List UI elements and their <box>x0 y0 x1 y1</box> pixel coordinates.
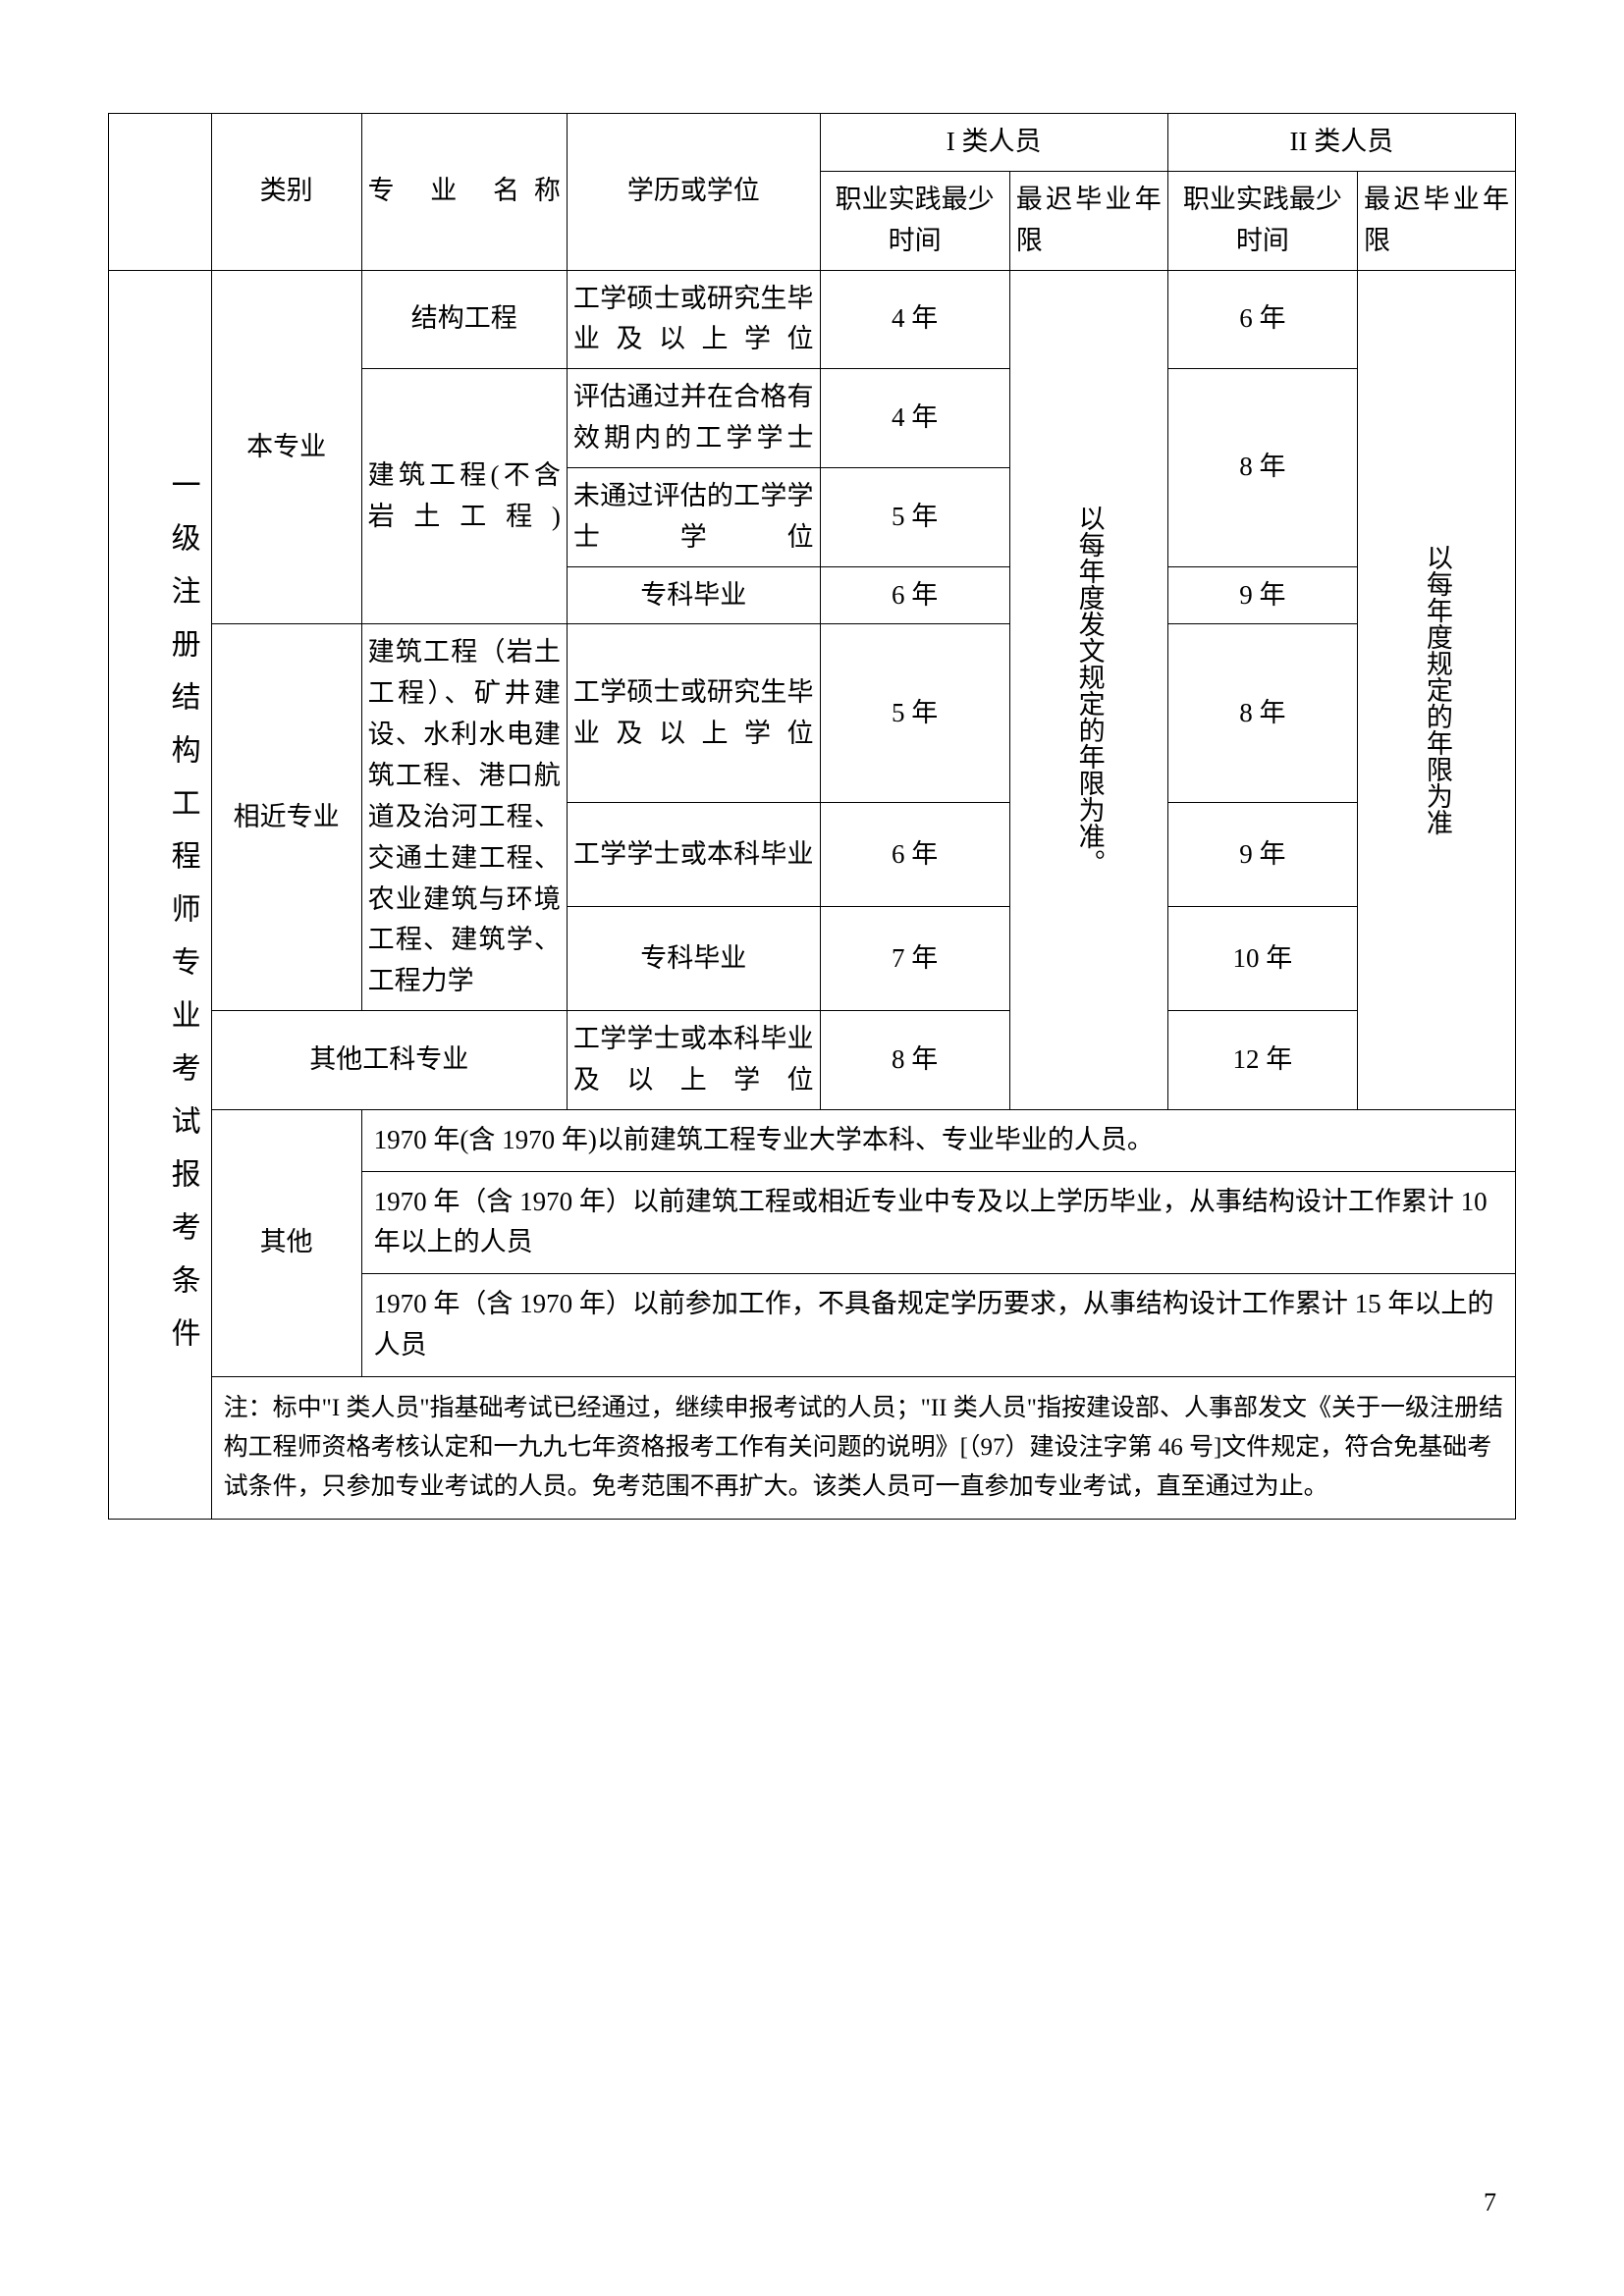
hdr-group1: I 类人员 <box>820 114 1167 172</box>
cell-y9-b: 9 年 <box>1167 802 1357 906</box>
hdr-group2: II 类人员 <box>1167 114 1515 172</box>
hdr-major: 专 业 名称 <box>361 114 567 271</box>
rule-col-2: 以每年度规定的年限为准 <box>1357 270 1515 1109</box>
edu-college-2: 专科毕业 <box>567 906 820 1010</box>
cell-y5-a: 5 年 <box>820 467 1009 566</box>
category-other-eng: 其他工科专业 <box>211 1011 567 1110</box>
cell-y5-b: 5 年 <box>820 624 1009 802</box>
hdr-practice-1: 职业实践最少时间 <box>820 171 1009 270</box>
edu-bs-unassessed: 未通过评估的工学学士学位 <box>567 467 820 566</box>
cell-y10: 10 年 <box>1167 906 1357 1010</box>
cell-y8-c: 8 年 <box>820 1011 1009 1110</box>
major-structural: 结构工程 <box>361 270 567 369</box>
hdr-category: 类别 <box>211 114 361 271</box>
cell-y4-b: 4 年 <box>820 369 1009 468</box>
rule-col-1: 以每年度发文规定的年限为准。 <box>1009 270 1167 1109</box>
edu-bs-assessed: 评估通过并在合格有效期内的工学学士 <box>567 369 820 468</box>
edu-bs-bachelor: 工学学士或本科毕业 <box>567 802 820 906</box>
cell-y7: 7 年 <box>820 906 1009 1010</box>
hdr-grad-2: 最迟毕业年限 <box>1357 171 1515 270</box>
edu-masters-2: 工学硕士或研究生毕业及以上学位 <box>567 624 820 802</box>
other-row-2: 1970 年（含 1970 年）以前建筑工程或相近专业中专及以上学历毕业，从事结… <box>361 1171 1515 1274</box>
hdr-education: 学历或学位 <box>567 114 820 271</box>
edu-college-1: 专科毕业 <box>567 566 820 624</box>
cell-y6-a: 6 年 <box>1167 270 1357 369</box>
major-adjacent-list: 建筑工程（岩土工程）、矿井建设、水利水电建筑工程、港口航道及治河工程、交通土建工… <box>361 624 567 1011</box>
cell-y12: 12 年 <box>1167 1011 1357 1110</box>
category-adjacent: 相近专业 <box>211 624 361 1011</box>
cell-y8-a: 8 年 <box>1167 369 1357 566</box>
category-other: 其他 <box>211 1109 361 1376</box>
other-row-3: 1970 年（含 1970 年）以前参加工作，不具备规定学历要求，从事结构设计工… <box>361 1274 1515 1377</box>
edu-bs-above: 工学学士或本科毕业及以上学位 <box>567 1011 820 1110</box>
qualification-table: 类别 专 业 名称 学历或学位 I 类人员 II 类人员 职业实践最少时间 最迟… <box>108 113 1516 1520</box>
category-main: 本专业 <box>211 270 361 624</box>
other-row-1: 1970 年(含 1970 年)以前建筑工程专业大学本科、专业毕业的人员。 <box>361 1109 1515 1171</box>
cell-y4-a: 4 年 <box>820 270 1009 369</box>
hdr-grad-1: 最迟毕业年限 <box>1009 171 1167 270</box>
page-number: 7 <box>1484 2188 1496 2217</box>
cell-y6-c: 6 年 <box>820 802 1009 906</box>
edu-masters-1: 工学硕士或研究生毕业及以上学位 <box>567 270 820 369</box>
cell-y9-a: 9 年 <box>1167 566 1357 624</box>
category-main-label: 本专业 <box>246 410 326 485</box>
major-arch-no-geo: 建筑工程(不含岩土工程) <box>361 369 567 624</box>
footnote: 注：标中"I 类人员"指基础考试已经通过，继续申报考试的人员；"II 类人员"指… <box>211 1376 1515 1519</box>
cell-y6-b: 6 年 <box>820 566 1009 624</box>
hdr-practice-2: 职业实践最少时间 <box>1167 171 1357 270</box>
exam-title: 一级注册结构工程师专业考试报考条件 <box>109 270 212 1519</box>
cell-y8-b: 8 年 <box>1167 624 1357 802</box>
